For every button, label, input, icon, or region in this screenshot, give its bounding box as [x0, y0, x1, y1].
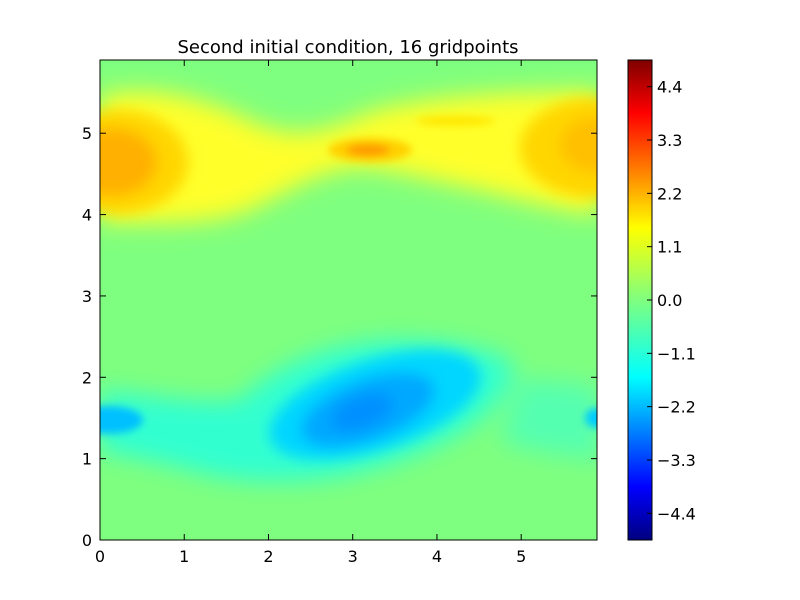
- x-tick-label: 1: [179, 547, 189, 566]
- y-tick-label: 0: [82, 531, 92, 550]
- colorbar-tick-label: 2.2: [657, 184, 682, 203]
- colorbar-tick-label: 3.3: [657, 131, 682, 150]
- y-axis: 0 1 2 3 4 5: [82, 124, 597, 550]
- colorbar-tick-label: 4.4: [657, 78, 682, 97]
- colorbar-tick-label: 1.1: [657, 238, 682, 257]
- y-tick-label: 1: [82, 450, 92, 469]
- plot-frame: [99, 59, 598, 541]
- chart-title: Second initial condition, 16 gridpoints: [177, 37, 518, 58]
- colorbar-tick-label: −1.1: [657, 344, 696, 363]
- warm-core-left: [100, 110, 188, 214]
- x-tick-label: 3: [348, 547, 358, 566]
- colorbar-tick-label: −2.2: [657, 398, 696, 417]
- x-tick-label: 2: [263, 547, 273, 566]
- y-tick-label: 2: [82, 368, 92, 387]
- x-axis: 0 1 2 3 4 5: [95, 60, 526, 566]
- warm-core-middle: [328, 116, 495, 162]
- y-tick-label: 4: [82, 206, 92, 225]
- colorbar-tick-label: −3.3: [657, 451, 696, 470]
- x-tick-label: 5: [516, 547, 526, 566]
- contour-field: [100, 60, 597, 540]
- warm-core-right: [520, 98, 597, 198]
- colorbar-tick-label: 0.0: [657, 291, 682, 310]
- x-tick-label: 4: [432, 547, 442, 566]
- x-tick-label: 0: [95, 547, 105, 566]
- y-tick-label: 3: [82, 287, 92, 306]
- colorbar-axis: −4.4 −3.3 −2.2 −1.1 0.0 1.1 2.2 3.3 4.4: [647, 78, 696, 523]
- cool-core: [269, 350, 481, 460]
- y-tick-label: 5: [82, 124, 92, 143]
- cool-edges: [100, 406, 597, 434]
- colorbar-tick-label: −4.4: [657, 504, 696, 523]
